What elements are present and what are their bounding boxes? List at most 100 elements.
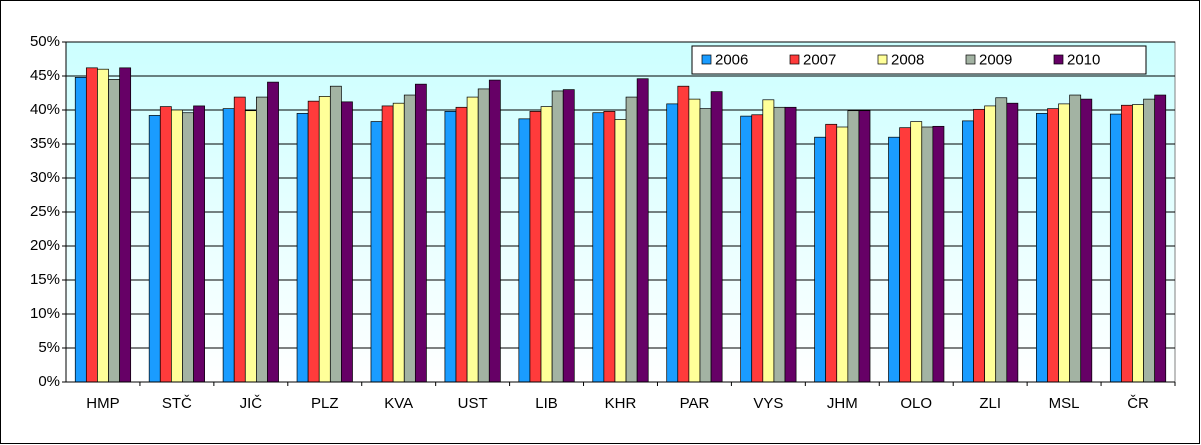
x-tick-label: KVA (384, 395, 413, 412)
bar (910, 121, 923, 383)
bar (858, 110, 871, 383)
bar (193, 105, 205, 383)
x-tick-label: PLZ (311, 395, 339, 412)
bar (814, 136, 827, 383)
bar (488, 79, 501, 383)
x-tick-label: HMP (86, 395, 119, 412)
legend-swatch (1053, 54, 1064, 65)
y-tick-label: 50% (30, 33, 60, 50)
y-tick-label: 0% (38, 373, 60, 390)
bar (244, 110, 257, 383)
y-tick-label: 15% (30, 271, 60, 288)
bar (403, 94, 416, 383)
bar (1154, 94, 1167, 383)
bar (614, 119, 627, 383)
bar (1143, 98, 1156, 383)
x-tick-label: ZLI (979, 395, 1001, 412)
x-tick-label: PAR (680, 395, 710, 412)
bar (267, 81, 279, 383)
bar (562, 89, 575, 383)
bar (762, 99, 775, 383)
bar (773, 106, 786, 383)
legend-label: 2008 (891, 51, 924, 68)
bar (159, 106, 172, 383)
x-tick-label: JHM (827, 395, 858, 412)
bar (699, 108, 712, 383)
y-tick-label: 10% (30, 305, 60, 322)
bar (318, 96, 331, 383)
bar (1036, 113, 1048, 383)
bar (995, 97, 1008, 383)
bar (1058, 103, 1070, 383)
bar (784, 106, 797, 383)
bar (370, 121, 383, 383)
bar (1006, 102, 1019, 383)
bar (119, 67, 132, 383)
bar (825, 123, 838, 383)
x-tick-label: VYS (753, 395, 783, 412)
legend-label: 2010 (1067, 51, 1100, 68)
bar (74, 77, 87, 383)
y-tick-label: 45% (30, 67, 60, 84)
bar (529, 111, 542, 383)
bar (1069, 94, 1082, 383)
y-tick-label: 5% (38, 339, 60, 356)
bar (551, 90, 564, 383)
bar (603, 111, 616, 383)
bar (222, 108, 235, 383)
bar (455, 106, 468, 383)
bar (666, 103, 679, 383)
x-tick-label: ČR (1127, 395, 1149, 412)
x-tick-label: KHR (605, 395, 637, 412)
bar (921, 126, 934, 383)
bar (307, 100, 320, 383)
bar (466, 96, 479, 383)
bar (962, 120, 974, 383)
bar (108, 79, 120, 383)
bar (888, 136, 900, 383)
bar (296, 113, 309, 383)
bar (148, 115, 161, 383)
bar (688, 98, 701, 383)
x-tick-label: STČ (162, 395, 192, 412)
y-tick-label: 25% (30, 203, 60, 220)
legend-box (691, 45, 1147, 75)
bar (1080, 98, 1093, 383)
bar (182, 112, 194, 383)
bar (518, 118, 531, 383)
bar (381, 105, 394, 383)
x-tick-label: UST (458, 395, 488, 412)
legend-label: 2009 (979, 51, 1012, 68)
bar (256, 96, 268, 383)
bar (710, 91, 723, 383)
legend-label: 2006 (715, 51, 748, 68)
bar (899, 127, 912, 383)
x-tick-label: LIB (535, 395, 558, 412)
bar (392, 102, 405, 383)
legend-label: 2007 (803, 51, 836, 68)
bar (592, 112, 605, 383)
bar (477, 88, 490, 383)
bar (233, 96, 246, 383)
bar (444, 111, 457, 383)
bar (677, 85, 690, 383)
bar (984, 105, 997, 383)
bar (836, 126, 849, 383)
bar (740, 115, 753, 383)
bar (1047, 108, 1059, 383)
bar (1121, 104, 1133, 383)
legend-swatch (877, 54, 888, 65)
x-tick-label: MSL (1049, 395, 1080, 412)
y-tick-label: 30% (30, 169, 60, 186)
bar (97, 68, 109, 383)
legend-swatch (789, 54, 800, 65)
bar (1109, 113, 1122, 383)
y-tick-label: 20% (30, 237, 60, 254)
y-tick-label: 35% (30, 135, 60, 152)
y-tick-label: 40% (30, 101, 60, 118)
x-tick-label: JIČ (240, 395, 263, 412)
bar (540, 106, 553, 383)
bar (341, 101, 353, 383)
bar (636, 78, 649, 383)
